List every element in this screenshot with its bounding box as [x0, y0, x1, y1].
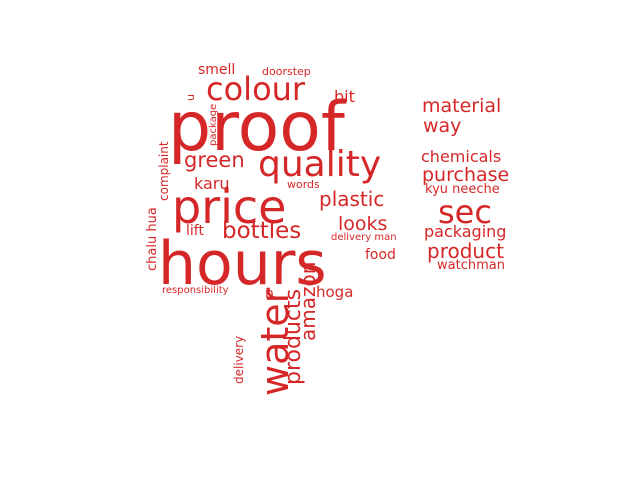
word-price: price [172, 180, 287, 234]
word-package: package [208, 103, 219, 146]
word-hoga: hoga [316, 283, 354, 301]
word-looks: looks [338, 213, 388, 235]
word-green: green [184, 148, 245, 172]
word-doorstep: doorstep [262, 65, 311, 78]
word-kyu-neeche: kyu neeche [425, 182, 500, 197]
word-amazon: amazon [296, 261, 320, 341]
word-words: words [287, 178, 320, 191]
word-sec: sec [438, 193, 492, 231]
word-responsibility: responsibility [162, 285, 229, 296]
word-bottles: bottles [222, 218, 302, 244]
word-quality: quality [258, 144, 382, 185]
word-product: product [427, 239, 504, 263]
word-packaging: packaging [424, 222, 507, 241]
word-colour: colour [206, 70, 306, 108]
word-plastic: plastic [319, 187, 385, 211]
word-hours: hours [158, 229, 327, 299]
word-bit: bit [334, 87, 355, 106]
word-n: n [265, 286, 274, 302]
word-complaint: complaint [157, 141, 171, 201]
word-material: material [422, 95, 502, 117]
word-delivery-man: delivery man [331, 232, 397, 243]
word-karu: karu [194, 174, 230, 193]
word-smell: smell [198, 62, 236, 78]
word-u: u [184, 94, 197, 101]
word-proof: proof [168, 88, 345, 167]
word-chalu-hua: chalu hua [145, 207, 160, 271]
word-way: way [423, 115, 462, 137]
word-lift: lift [186, 223, 204, 239]
word-watchman: watchman [437, 258, 505, 273]
word-purchase: purchase [422, 164, 510, 186]
word-delivery: delivery [232, 335, 246, 384]
word-food: food [365, 247, 396, 263]
word-chemicals: chemicals [421, 147, 502, 166]
